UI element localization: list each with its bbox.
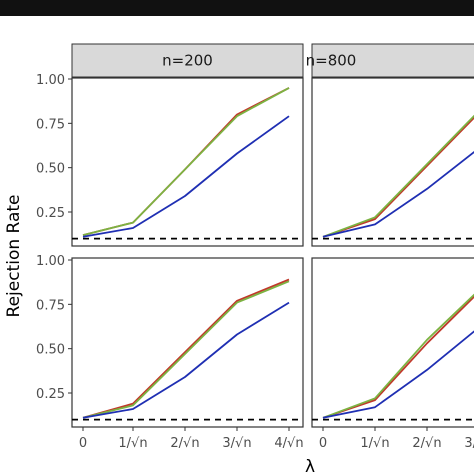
series-line-3 [82, 301, 290, 419]
y-tick-label: 0.25 [36, 206, 65, 221]
y-tick-label: 1.00 [36, 73, 65, 88]
panel-1: n=200 0.25 0.50 0.75 1.00 [36, 43, 304, 247]
y-tick-label: 0.25 [36, 387, 65, 402]
panel-2: n=800 [306, 43, 474, 247]
panel-3: 0.25 0.50 0.75 1.00 0 1/√n 2/√n 3/√n 4/√n [36, 254, 304, 451]
y-axis-title: Rejection Rate [4, 195, 24, 318]
facet-strip-1 [71, 43, 304, 78]
panel-border-2 [311, 77, 474, 247]
panels-layer: n=200 0.25 0.50 0.75 1.00 n=800 0.25 0.50 0.75 1.… [36, 43, 474, 451]
panel-border-1 [71, 77, 304, 247]
y-tick-label: 1.00 [36, 254, 65, 269]
x-tick-label: 1/√n [118, 436, 147, 451]
series-line-3 [322, 330, 474, 419]
y-tick-label: 0.50 [36, 343, 65, 358]
top-dark-bar [0, 0, 474, 16]
y-tick-label: 0.75 [36, 117, 65, 132]
panel-plot-area-4 [312, 293, 474, 421]
panel-plot-area-2 [312, 114, 474, 240]
panel-4: 01/√n2/√n3/√n4/√n [311, 257, 474, 451]
facet-strip-2 [311, 43, 474, 78]
x-tick-label: 2/√n [170, 436, 199, 451]
facet-strip-label-2: n=800 [306, 52, 357, 70]
panel-border-4 [311, 257, 474, 428]
y-tick-label: 0.75 [36, 298, 65, 313]
series-line-3 [82, 115, 290, 238]
x-tick-label: 2/√n [412, 436, 441, 451]
x-axis-title: λ [305, 457, 315, 474]
series-line-3 [322, 150, 474, 238]
x-tick-label: 3/√n [222, 436, 251, 451]
series-line-2 [322, 114, 474, 238]
x-tick-label: 4/√n [274, 436, 303, 451]
series-line-2 [82, 87, 290, 236]
series-line-2 [322, 293, 474, 419]
x-tick-label: 0 [319, 436, 327, 451]
series-line-1 [82, 278, 290, 419]
panel-plot-area-3 [72, 278, 303, 421]
x-tick-label: 1/√n [360, 436, 389, 451]
y-tick-label: 0.50 [36, 162, 65, 177]
series-line-2 [82, 280, 290, 419]
panel-plot-area-1 [72, 87, 303, 240]
x-tick-label: 3/√n [464, 436, 474, 451]
facet-strip-label-1: n=200 [162, 52, 213, 70]
series-line-1 [322, 116, 474, 238]
panel-border-3 [71, 257, 304, 428]
series-line-1 [322, 295, 474, 419]
x-tick-label: 0 [79, 436, 87, 451]
